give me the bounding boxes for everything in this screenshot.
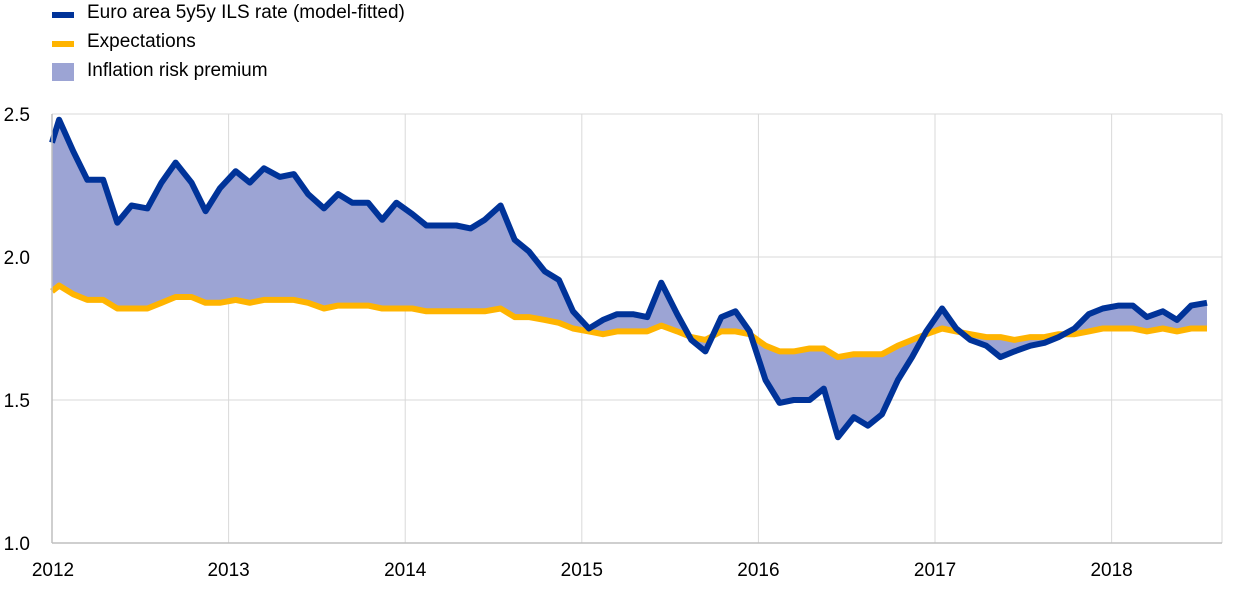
x-tick-label: 2016 (737, 560, 779, 581)
model-fitted-line (49, 116, 1208, 441)
y-axis: 1.0 1.5 2.0 2.5 (4, 105, 53, 555)
x-tick-label: 2017 (914, 560, 956, 581)
x-tick-label: 2014 (384, 560, 427, 581)
risk-premium-area (52, 119, 1207, 438)
y-tick-label: 2.0 (4, 248, 30, 269)
expectations-line (50, 282, 1207, 361)
x-tick-label: 2013 (207, 560, 249, 581)
series-lines (49, 116, 1208, 441)
y-tick-label: 2.5 (4, 105, 30, 126)
x-axis: 2012 2013 2014 2015 2016 2017 2018 (32, 542, 1222, 581)
x-tick-label: 2012 (32, 560, 74, 581)
legend-label-expectations: Expectations (87, 31, 196, 52)
legend-swatch-model-fitted (52, 12, 74, 18)
x-tick-label: 2018 (1090, 560, 1132, 581)
y-tick-label: 1.5 (4, 391, 30, 412)
legend-swatch-expectations (52, 41, 74, 47)
risk-premium-area-layer (52, 119, 1207, 438)
legend-label-risk-premium: Inflation risk premium (87, 60, 268, 81)
x-tick-label: 2015 (561, 560, 603, 581)
y-tick-label: 1.0 (4, 534, 30, 555)
legend-label-model-fitted: Euro area 5y5y ILS rate (model-fitted) (87, 2, 405, 23)
legend-swatch-risk-premium (52, 63, 74, 81)
